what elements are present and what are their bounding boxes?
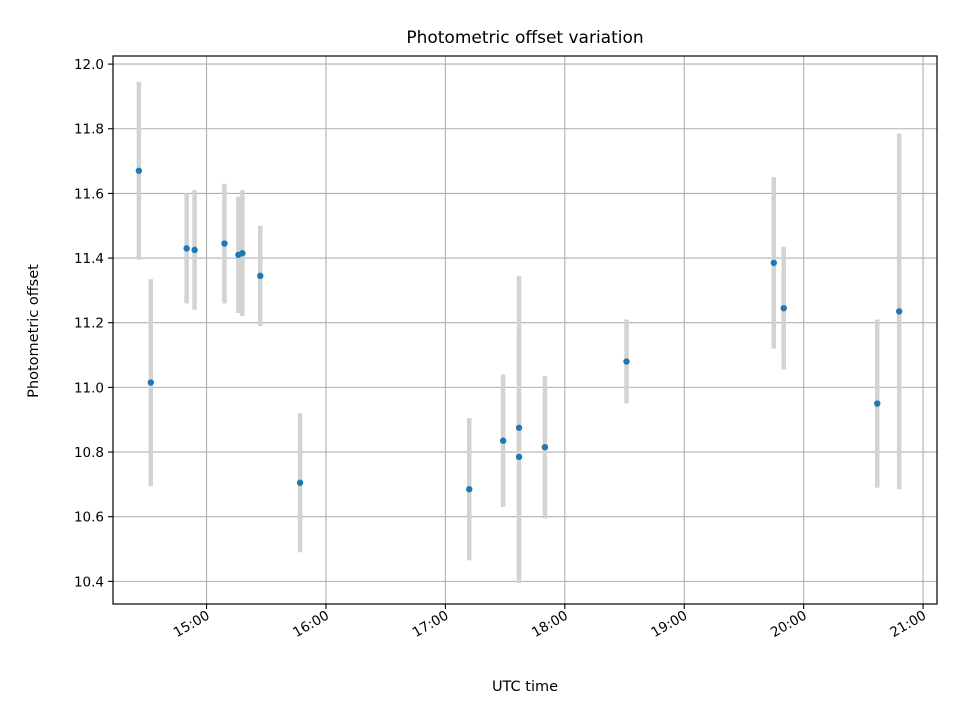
y-tick-label: 10.4: [74, 574, 104, 590]
y-axis-ticks: 10.4 10.6 10.8 11.0 11.2 11.4 11.6 11.8 12.0: [74, 57, 113, 590]
y-tick-label: 12.0: [74, 57, 104, 73]
y-tick-label: 11.2: [74, 316, 104, 332]
data-point: [147, 379, 155, 386]
data-point: [515, 424, 523, 431]
data-point: [135, 167, 143, 174]
data-point: [239, 250, 246, 257]
y-tick-label: 11.4: [74, 251, 104, 267]
data-point: [770, 259, 777, 267]
y-axis-label: Photometric offset: [26, 264, 42, 398]
data-point: [780, 304, 787, 312]
data-point: [221, 240, 228, 247]
y-tick-label: 10.8: [74, 445, 104, 461]
data-point: [499, 437, 507, 444]
data-point: [515, 453, 523, 461]
data-point: [257, 272, 264, 280]
data-point: [466, 486, 473, 493]
y-tick-label: 11.0: [74, 380, 104, 396]
data-point: [623, 358, 630, 365]
y-tick-label: 11.8: [74, 122, 104, 138]
y-tick-label: 11.6: [74, 186, 104, 202]
data-point: [895, 308, 903, 315]
y-tick-label: 10.6: [74, 510, 104, 526]
data-point: [541, 443, 549, 451]
data-point: [296, 479, 304, 486]
data-point: [191, 246, 198, 254]
data-point: [874, 400, 881, 407]
chart-title: Photometric offset variation: [406, 28, 643, 48]
data-point: [183, 245, 190, 252]
x-axis-label: UTC time: [492, 679, 558, 695]
grid: [113, 56, 937, 604]
plot-frame: [112, 55, 938, 605]
data-points: [135, 167, 903, 493]
